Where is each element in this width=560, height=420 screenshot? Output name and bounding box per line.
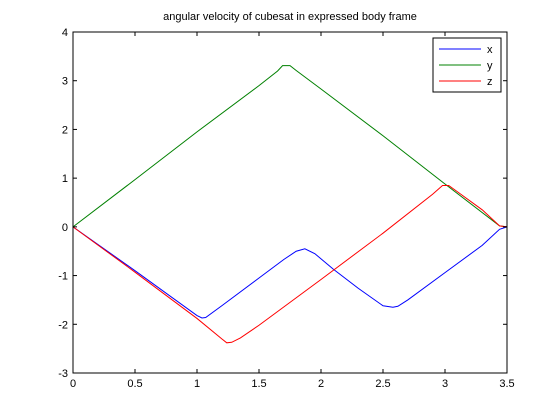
y-tick-label: -2 [58,319,68,331]
y-tick-label: 0 [62,222,68,234]
x-tick-label: 0 [70,378,76,390]
x-tick-label: 0.5 [127,378,142,390]
series-line-x [72,226,508,319]
y-tick-label: 1 [62,173,68,185]
axes-box [72,31,508,374]
legend-label-z: z [487,76,493,88]
x-tick-label: 3.5 [499,378,514,390]
axes: 0 0.5 1 1.5 2 2.5 3 3.5 -3 -2 -1 0 1 2 3 4 [58,27,514,390]
x-tick-label: 2.5 [375,378,390,390]
series-line-z [72,184,508,344]
y-tick-label: 2 [62,124,68,136]
legend-label-x: x [487,44,493,56]
chart-title: angular velocity of cubesat in expressed… [163,11,417,23]
series-line-y [72,65,508,228]
x-tick-label: 1.5 [251,378,266,390]
y-tick-label: -1 [58,271,68,283]
x-tick-label: 3 [442,378,448,390]
y-tick-label: 3 [62,76,68,88]
legend: xyz [432,37,502,93]
y-tick-label: -3 [58,368,68,380]
y-tick-label: 4 [62,27,68,39]
x-tick-label: 1 [194,378,200,390]
legend-label-y: y [487,60,493,72]
x-tick-label: 2 [318,378,324,390]
plot-layer [72,65,508,344]
